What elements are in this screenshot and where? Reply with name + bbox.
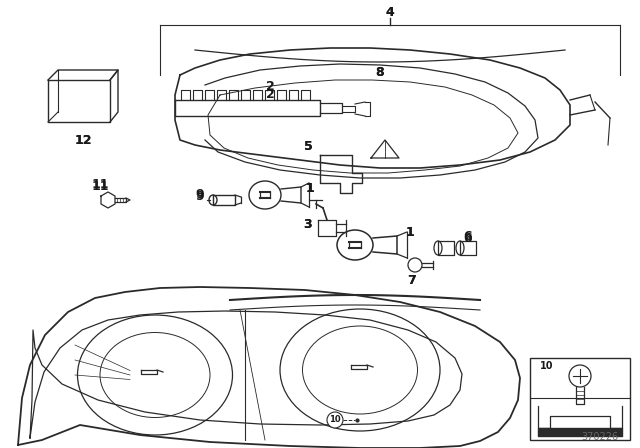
Text: 6: 6	[464, 229, 472, 242]
Text: 6: 6	[464, 232, 472, 245]
Text: 10: 10	[329, 415, 341, 425]
Text: 3: 3	[304, 217, 312, 231]
Bar	[538, 428, 622, 436]
Text: 2: 2	[266, 89, 275, 102]
Text: 5: 5	[303, 141, 312, 154]
Text: 7: 7	[408, 273, 417, 287]
Text: 1: 1	[306, 181, 314, 194]
Text: 12: 12	[74, 134, 92, 146]
Circle shape	[327, 412, 343, 428]
Text: 370226: 370226	[581, 432, 618, 442]
Text: 11: 11	[92, 177, 109, 190]
Text: 1: 1	[406, 225, 414, 238]
Text: 3: 3	[304, 217, 312, 231]
Text: 1: 1	[306, 181, 314, 194]
Bar	[530, 358, 630, 440]
Text: 4: 4	[386, 5, 394, 18]
Text: 8: 8	[376, 65, 384, 78]
Text: 5: 5	[303, 141, 312, 154]
Text: 11: 11	[92, 180, 109, 193]
Text: 2: 2	[266, 79, 275, 92]
Text: 10: 10	[540, 361, 554, 371]
Text: 7: 7	[408, 273, 417, 287]
Text: 8: 8	[376, 65, 384, 78]
Text: 12: 12	[74, 134, 92, 146]
Text: 9: 9	[196, 188, 204, 201]
Text: 9: 9	[196, 190, 204, 202]
Text: 1: 1	[406, 225, 414, 238]
Text: 4: 4	[386, 5, 394, 18]
